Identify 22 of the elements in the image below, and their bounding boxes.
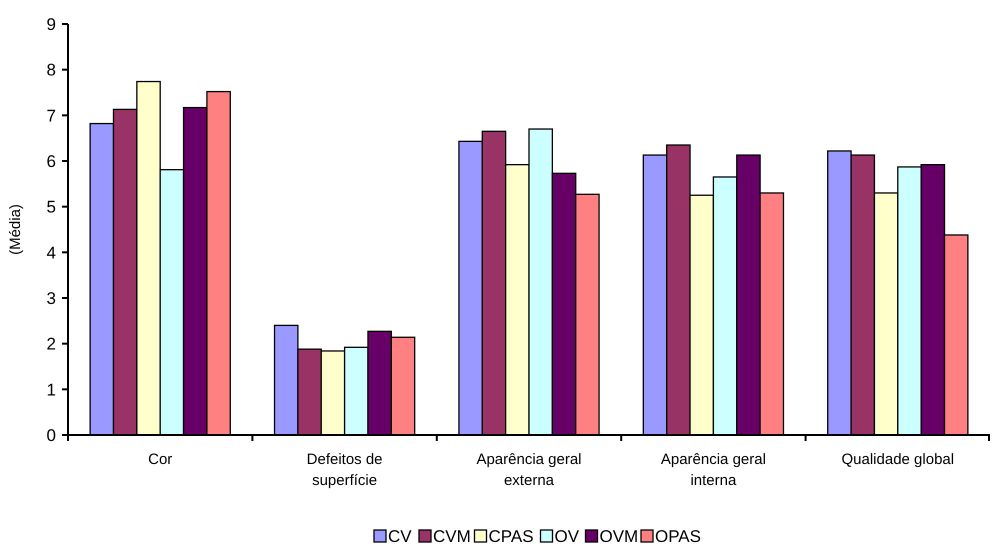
legend-label: OPAS: [655, 527, 701, 546]
y-tick-label: 0: [46, 426, 56, 445]
legend-label: CPAS: [488, 527, 534, 546]
y-tick-label: 5: [46, 198, 56, 217]
y-tick-label: 1: [46, 380, 56, 400]
x-tick-label: Cor: [148, 451, 172, 468]
y-tick-label: 7: [46, 106, 56, 126]
x-tick-label: Defeitos de superfície: [306, 451, 383, 489]
x-tick-label: Aparência geral externa: [476, 451, 582, 489]
legend-label: OVM: [600, 527, 638, 546]
legend-label: CV: [388, 527, 412, 546]
y-tick-label: 4: [46, 243, 56, 262]
x-tick-label: Qualidade global: [842, 451, 954, 468]
y-axis-title: (Média): [7, 204, 24, 255]
x-tick-label: Aparência geral interna: [660, 451, 766, 489]
legend-label: CVM: [433, 527, 471, 546]
y-tick-label: 9: [46, 14, 56, 34]
y-tick-label: 8: [46, 60, 56, 80]
legend-label: OV: [554, 527, 580, 546]
y-tick-label: 6: [46, 152, 56, 171]
y-tick-label: 3: [46, 288, 56, 308]
y-tick-label: 2: [46, 334, 56, 354]
